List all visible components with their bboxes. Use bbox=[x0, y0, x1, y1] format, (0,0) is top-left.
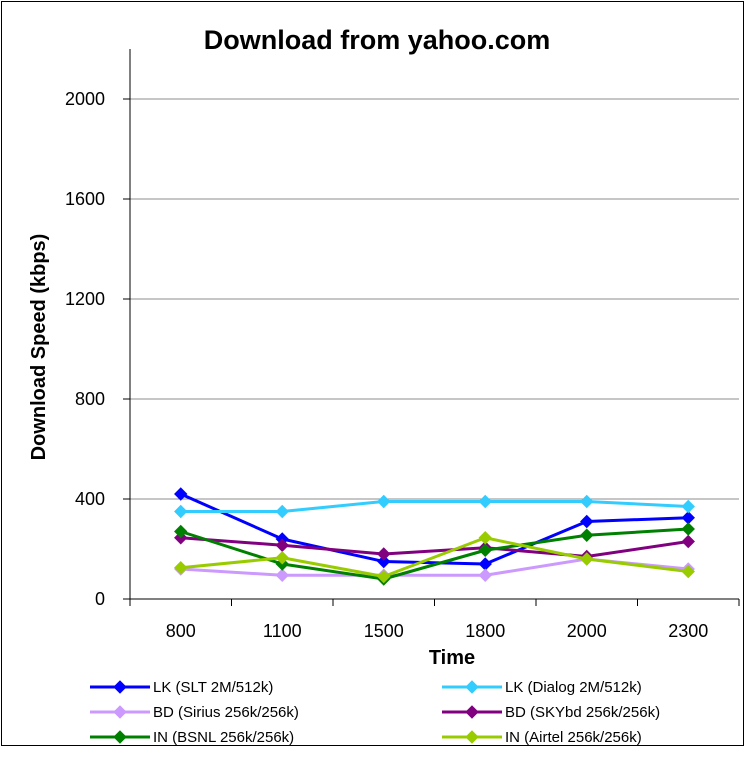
data-point bbox=[465, 730, 479, 744]
series-6 bbox=[174, 531, 695, 584]
legend-item: BD (SKYbd 256k/256k) bbox=[442, 704, 660, 721]
data-point bbox=[113, 680, 127, 694]
data-point bbox=[275, 568, 289, 582]
legend-label: IN (Airtel 256k/256k) bbox=[505, 729, 642, 746]
series-line bbox=[180, 536, 689, 578]
x-tick-label: 2000 bbox=[567, 621, 607, 641]
data-point bbox=[275, 551, 289, 565]
data-point bbox=[377, 547, 391, 561]
data-point bbox=[377, 554, 391, 569]
data-point bbox=[174, 504, 188, 519]
data-point bbox=[174, 561, 188, 575]
x-tick-label: 1800 bbox=[465, 621, 505, 641]
series-lines bbox=[174, 487, 695, 586]
series-line bbox=[180, 500, 689, 513]
x-tick-label: 800 bbox=[166, 621, 196, 641]
legend-item: IN (BSNL 256k/256k) bbox=[90, 729, 294, 746]
legend-label: LK (Dialog 2M/512k) bbox=[505, 679, 642, 696]
data-point bbox=[478, 557, 492, 571]
data-point bbox=[580, 494, 594, 509]
data-point bbox=[478, 494, 492, 509]
data-point bbox=[113, 730, 127, 744]
y-tick-label: 800 bbox=[75, 389, 105, 409]
data-point bbox=[113, 705, 127, 719]
data-point bbox=[580, 514, 594, 529]
data-point bbox=[681, 534, 695, 549]
legend-label: IN (BSNL 256k/256k) bbox=[153, 729, 294, 746]
y-tick-label: 2000 bbox=[65, 89, 105, 109]
series-line bbox=[180, 492, 689, 566]
series-1 bbox=[174, 487, 695, 571]
legend-item: IN (Airtel 256k/256k) bbox=[442, 729, 642, 746]
data-point bbox=[377, 494, 391, 509]
data-point bbox=[478, 531, 492, 545]
gridlines bbox=[130, 98, 739, 500]
legend-item: BD (Sirius 256k/256k) bbox=[90, 704, 299, 721]
y-tick-labels: 0 400 800 1200 1600 2000 bbox=[65, 89, 105, 609]
x-tick-label: 1100 bbox=[263, 621, 302, 641]
y-tick-label: 0 bbox=[95, 589, 105, 609]
data-point bbox=[681, 564, 695, 579]
data-point bbox=[580, 528, 594, 542]
legend-label: LK (SLT 2M/512k) bbox=[153, 679, 273, 696]
data-point bbox=[580, 552, 594, 566]
chart-title: Download from yahoo.com bbox=[204, 25, 551, 55]
legend-label: BD (Sirius 256k/256k) bbox=[153, 704, 299, 721]
data-point bbox=[465, 705, 479, 719]
legend: LK (SLT 2M/512k) LK (Dialog 2M/512k) BD (S… bbox=[90, 679, 660, 746]
y-tick-label: 400 bbox=[75, 489, 105, 509]
x-axis-title: Time bbox=[429, 647, 475, 669]
legend-item: LK (Dialog 2M/512k) bbox=[442, 679, 642, 696]
x-tick-label: 1500 bbox=[364, 621, 404, 641]
series-line bbox=[180, 536, 689, 558]
chart-frame: Download from yahoo.com 0 400 800 1200 1600 2… bbox=[1, 1, 744, 746]
series-2 bbox=[174, 494, 695, 519]
x-tick-labels: 800 1100 1500 1800 2000 2300 bbox=[166, 621, 709, 641]
axes bbox=[123, 49, 740, 606]
data-point bbox=[174, 524, 188, 539]
data-point bbox=[377, 569, 391, 584]
data-point bbox=[174, 487, 188, 501]
data-point bbox=[275, 504, 289, 519]
x-tick-label: 2300 bbox=[668, 621, 708, 641]
line-chart: Download from yahoo.com 0 400 800 1200 1600 2… bbox=[28, 25, 740, 746]
legend-item: LK (SLT 2M/512k) bbox=[90, 679, 273, 696]
data-point bbox=[465, 680, 479, 694]
data-point bbox=[681, 522, 695, 536]
legend-label: BD (SKYbd 256k/256k) bbox=[505, 704, 660, 721]
y-tick-label: 1600 bbox=[65, 189, 105, 209]
data-point bbox=[478, 543, 492, 557]
data-point bbox=[681, 499, 695, 514]
y-tick-label: 1200 bbox=[65, 289, 105, 309]
y-axis-title: Download Speed (kbps) bbox=[28, 234, 50, 461]
data-point bbox=[478, 568, 492, 582]
data-point bbox=[681, 511, 695, 525]
